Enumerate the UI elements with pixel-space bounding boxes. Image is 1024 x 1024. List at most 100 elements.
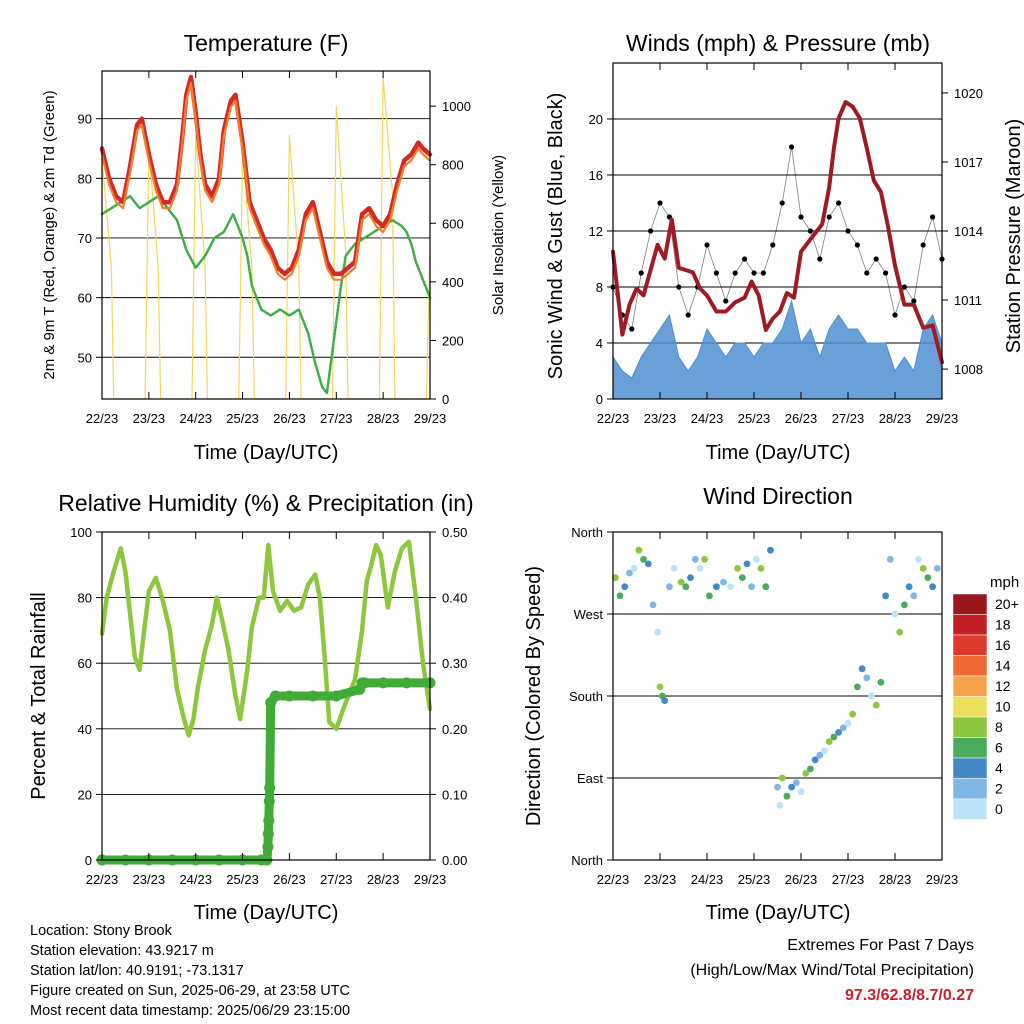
winds-y-tick-label: 12 [589, 224, 603, 239]
direction-point [748, 583, 755, 591]
direction-point [792, 779, 800, 786]
colorbar-swatch [952, 778, 988, 800]
direction-point [644, 560, 652, 568]
precip-point [262, 841, 274, 853]
direction-point [783, 792, 791, 800]
colorbar-swatch [952, 614, 988, 636]
precip-point [264, 782, 276, 794]
humidity-x-tick-label: 28/23 [367, 872, 400, 887]
humidity-x-axis-label: Time (Day/UTC) [194, 902, 339, 924]
precip-point [307, 690, 319, 702]
winds-x-tick-label: 25/23 [738, 411, 771, 426]
direction-axes: North East South West North 22/23 23/23 24/23 25… [569, 525, 958, 887]
direction-point [640, 555, 647, 563]
precip-point [283, 690, 295, 702]
direction-point [670, 565, 678, 572]
station-latlon: Station lat/lon: 40.9191; -73.1317 [30, 963, 244, 979]
direction-x-tick-label: 28/23 [879, 872, 912, 887]
humidity-x-tick-label: 24/23 [179, 872, 212, 887]
direction-point [621, 583, 629, 591]
temperature-x-tick-label: 29/23 [414, 411, 447, 426]
humidity-y-tick-label: 40 [78, 722, 92, 737]
temperature-y-tick-label: 90 [78, 112, 92, 127]
precip-point [262, 828, 274, 840]
direction-y-tick-label: South [569, 689, 603, 704]
direction-point [797, 788, 805, 796]
humidity-x-tick-label: 27/23 [320, 872, 353, 887]
temperature-series-2m-td [100, 194, 432, 395]
direction-point [858, 665, 866, 673]
direction-point [753, 555, 760, 563]
colorbar-swatch [952, 696, 988, 718]
winds-title: Winds (mph) & Pressure (mb) [626, 30, 930, 56]
direction-x-tick-label: 23/23 [644, 872, 677, 887]
humidity-y2-tick-label: 0.50 [442, 525, 467, 540]
humidity-series [96, 539, 436, 866]
winds-axes: 0 4 8 12 16 20 1008 1011 1014 1017 1020 22/23 23/23 2… [589, 63, 983, 426]
temperature-y2-axis-label: Solar Insolation (Yellow) [490, 155, 507, 315]
colorbar-label: 10 [995, 699, 1011, 715]
figure-created: Figure created on Sun, 2025-06-29, at 23… [30, 983, 350, 999]
direction-point [929, 583, 936, 591]
extremes-values: 97.3/62.8/8.7/0.27 [845, 987, 974, 1004]
winds-y-tick-label: 0 [596, 392, 603, 407]
colorbar-label: 12 [995, 678, 1011, 694]
direction-point [687, 574, 694, 581]
direction-point [825, 738, 833, 745]
direction-point [830, 733, 838, 741]
winds-y2-tick-label: 1017 [954, 155, 983, 170]
direction-point [901, 601, 908, 609]
direction-point [616, 592, 624, 600]
recent-timestamp: Most recent data timestamp: 2025/06/29 2… [30, 1003, 351, 1019]
humidity-y-tick-label: 80 [78, 591, 92, 606]
winds-x-tick-label: 26/23 [785, 411, 818, 426]
humidity-x-tick-label: 25/23 [226, 872, 259, 887]
temperature-y-axis-label: 2m & 9m T (Red, Orange) & 2m Td (Green) [41, 90, 58, 379]
direction-point [905, 583, 913, 591]
humidity-y-tick-label: 20 [78, 787, 92, 802]
direction-point [863, 674, 871, 682]
winds-series [610, 100, 945, 400]
precip-point [358, 677, 370, 689]
temperature-panel: Temperature (F) 50 60 70 80 90 0 200 400 600 800 1… [41, 30, 507, 464]
direction-x-tick-label: 25/23 [738, 872, 771, 887]
direction-point [691, 555, 699, 563]
direction-point [811, 756, 819, 764]
direction-point [807, 765, 814, 773]
direction-y-tick-label: North [571, 853, 603, 868]
direction-point [839, 724, 847, 732]
direction-x-tick-label: 24/23 [691, 872, 724, 887]
temperature-y-tick-label: 60 [78, 291, 92, 306]
humidity-x-tick-label: 23/23 [133, 872, 166, 887]
direction-point [821, 747, 828, 755]
colorbar-swatch [952, 798, 988, 820]
direction-point [701, 555, 708, 563]
direction-point [762, 583, 770, 591]
direction-point [877, 678, 885, 686]
direction-point [915, 555, 922, 563]
direction-y-tick-label: East [577, 771, 603, 786]
direction-point [635, 546, 643, 554]
colorbar-swatch [952, 675, 988, 697]
direction-point [649, 601, 657, 609]
extremes-block: Extremes For Past 7 Days (High/Low/Max W… [690, 933, 974, 1008]
direction-point [816, 751, 824, 759]
humidity-panel: Relative Humidity (%) & Precipitation (i… [28, 490, 474, 924]
colorbar-label: 0 [995, 801, 1003, 817]
humidity-axes: 0 20 40 60 80 100 0.00 0.10 0.20 0.30 0.40 0.50 22/2… [70, 525, 467, 887]
speed-colorbar: 20+ 18 16 14 12 10 8 6 4 2 0 [952, 593, 1019, 820]
temperature-series-9m-t [100, 81, 432, 281]
direction-point [788, 783, 795, 791]
winds-x-tick-label: 22/23 [597, 411, 630, 426]
humidity-y2-tick-label: 0.20 [442, 722, 467, 737]
winds-y-tick-label: 8 [596, 280, 603, 295]
direction-point [849, 710, 857, 718]
humidity-y-axis-label: Percent & Total Rainfall [28, 592, 50, 800]
direction-point [891, 610, 899, 618]
direction-point [713, 583, 720, 591]
precip-point [377, 677, 389, 689]
humidity-y2-tick-label: 0.00 [442, 853, 467, 868]
temperature-x-tick-label: 24/23 [179, 411, 212, 426]
winds-y-tick-label: 4 [596, 336, 603, 351]
